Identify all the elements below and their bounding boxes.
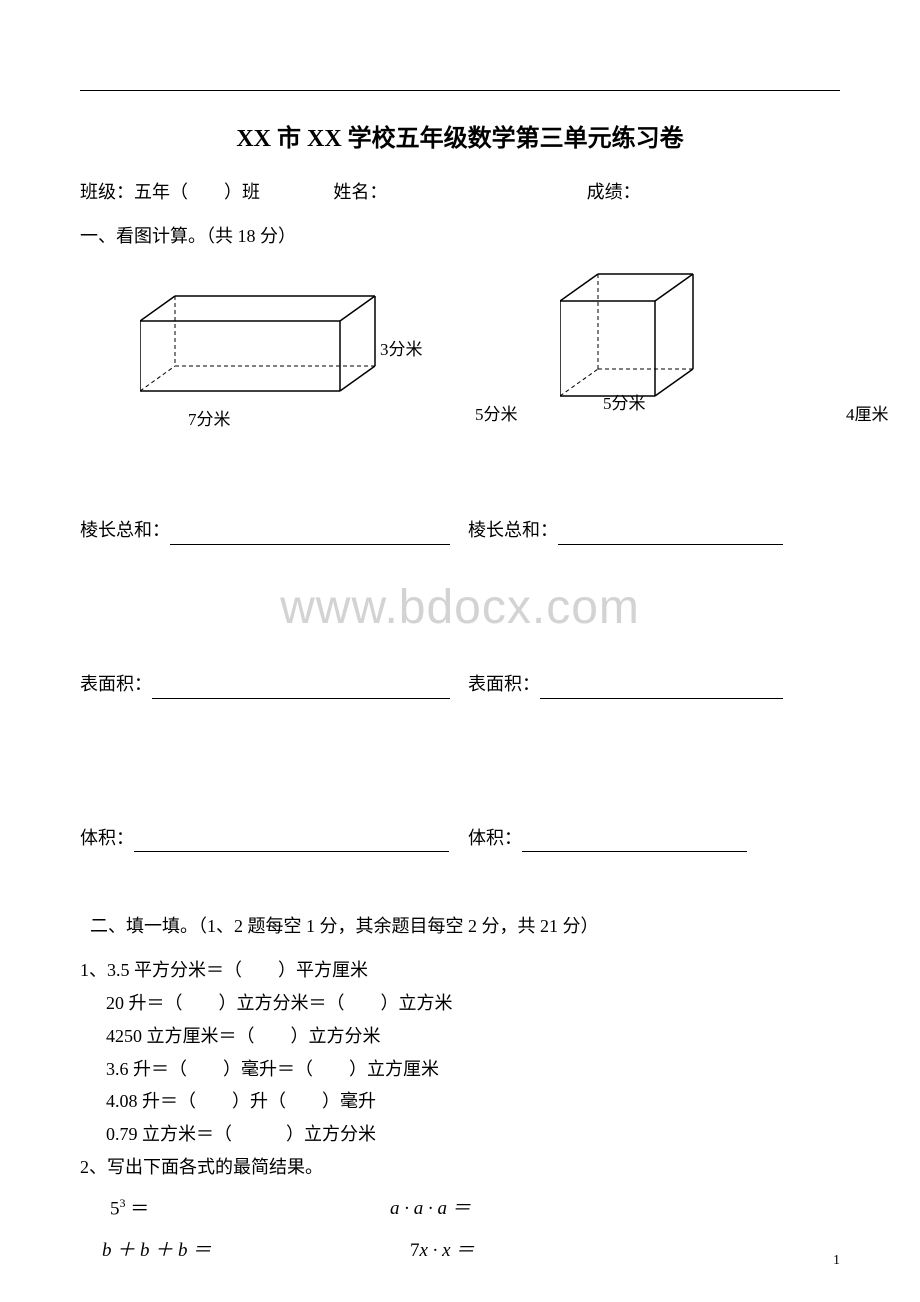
figures-area: 7分米 3分米 5分米 5分米 4厘米 — [80, 281, 840, 431]
cube-label-b: 5分米 — [603, 390, 646, 417]
section2-heading: 二、填一填。（1、2 题每空 1 分，其余题目每空 2 分，共 21 分） — [80, 912, 840, 941]
blank-line — [152, 677, 450, 699]
volume-row: 体积： 体积： — [80, 824, 840, 853]
math-2a: b ＋ b ＋ b ＝ — [80, 1236, 390, 1266]
edge-sum-row: 棱长总和： 棱长总和： — [80, 516, 840, 545]
math-row-1: 53 ＝ a · a · a ＝ — [80, 1194, 840, 1225]
student-info-row: 班级：五年（ ）班 姓名： 成绩： — [80, 178, 840, 207]
volume-label-2: 体积： — [468, 824, 522, 853]
surface-row: 表面积： 表面积： — [80, 670, 840, 699]
edge-sum-label-1: 棱长总和： — [80, 516, 170, 545]
section1-heading: 一、看图计算。（共 18 分） — [80, 222, 840, 251]
q1-line-5: 0.79 立方米＝（ ）立方分米 — [80, 1120, 840, 1149]
score-field: 成绩： — [587, 178, 840, 207]
q2-heading: 2、写出下面各式的最简结果。 — [80, 1153, 840, 1182]
edge-sum-label-2: 棱长总和： — [468, 516, 558, 545]
surface-label-1: 表面积： — [80, 670, 152, 699]
surface-label-2: 表面积： — [468, 670, 540, 699]
name-field: 姓名： — [333, 178, 586, 207]
math-base: 5 — [110, 1198, 120, 1219]
blank-line — [134, 831, 449, 853]
math-2b: 7x · x ＝ — [390, 1236, 840, 1266]
cuboid-figure — [140, 291, 380, 401]
blank-line — [522, 831, 747, 853]
blank-line — [170, 523, 450, 545]
q1-line-2: 4250 立方厘米＝（ ）立方分米 — [80, 1022, 840, 1051]
math-eq: ＝ — [126, 1198, 150, 1219]
cube-label-c: 4厘米 — [846, 401, 889, 428]
q1-line-3: 3.6 升＝（ ）毫升＝（ ）立方厘米 — [80, 1055, 840, 1084]
math-expr: x · x ＝ — [420, 1240, 475, 1261]
math-coef: 7 — [410, 1240, 420, 1261]
math-1b: a · a · a ＝ — [390, 1194, 840, 1225]
cuboid-length-label: 7分米 — [188, 406, 231, 433]
math-1a: 53 ＝ — [80, 1194, 390, 1225]
blank-line — [540, 677, 783, 699]
class-field: 班级：五年（ ）班 — [80, 178, 333, 207]
cuboid-height-label: 3分米 — [380, 336, 423, 363]
volume-label-1: 体积： — [80, 824, 134, 853]
math-row-2: b ＋ b ＋ b ＝ 7x · x ＝ — [80, 1236, 840, 1266]
q1-line-4: 4.08 升＝（ ）升（ ）毫升 — [80, 1087, 840, 1116]
cube-label-a: 5分米 — [475, 401, 518, 428]
worksheet-title: XX 市 XX 学校五年级数学第三单元练习卷 — [80, 120, 840, 158]
cube-figure — [560, 271, 700, 406]
q1-line-1: 20 升＝（ ）立方分米＝（ ）立方米 — [80, 989, 840, 1018]
q1-line-0: 1、3.5 平方分米＝（ ）平方厘米 — [80, 956, 840, 985]
top-rule — [80, 90, 840, 91]
blank-line — [558, 523, 783, 545]
